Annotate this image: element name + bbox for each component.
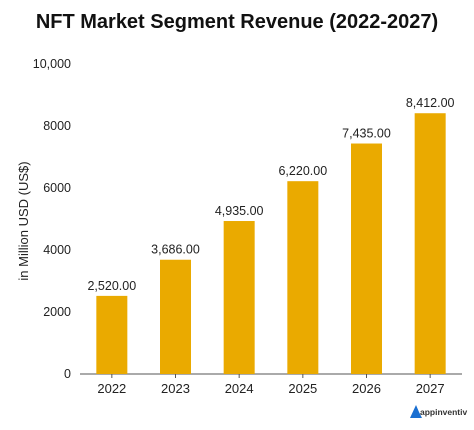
data-labels-group: 2,520.00 3,686.00 4,935.00 6,220.00 7,435.00… [87, 96, 454, 293]
data-label: 7,435.00 [342, 127, 391, 141]
brand-logo-icon [410, 405, 422, 418]
y-tick-label: 2000 [43, 305, 71, 319]
y-tick-label: 10,000 [33, 57, 71, 71]
brand-logo: appinventiv [410, 405, 468, 418]
bar-2022 [96, 295, 128, 374]
y-tick-label: 4000 [43, 243, 71, 257]
y-tick-label: 8000 [43, 119, 71, 133]
x-tick-label: 2025 [288, 381, 317, 396]
data-label: 6,220.00 [278, 164, 327, 178]
y-axis: 0 2000 4000 6000 8000 10,000 [33, 57, 71, 381]
data-label: 3,686.00 [151, 243, 200, 257]
data-label: 8,412.00 [406, 96, 455, 110]
bar-2023 [160, 259, 191, 374]
y-tick-label: 6000 [43, 181, 71, 195]
y-axis-label: in Million USD (US$) [16, 161, 31, 280]
x-tick-label: 2023 [161, 381, 190, 396]
x-tick-label: 2024 [225, 381, 254, 396]
brand-name: appinventiv [420, 407, 468, 417]
bar-2025 [287, 181, 319, 374]
x-axis: 2022 2023 2024 2025 2026 2027 [97, 374, 445, 396]
y-tick-label: 0 [64, 367, 71, 381]
chart-title: NFT Market Segment Revenue (2022-2027) [36, 11, 438, 33]
x-tick-label: 2022 [97, 381, 126, 396]
bar-2026 [351, 143, 382, 374]
data-label: 2,520.00 [87, 279, 136, 293]
x-tick-label: 2027 [416, 381, 445, 396]
bar-2027 [414, 113, 446, 374]
bars-group [96, 113, 446, 374]
bar-2024 [223, 221, 255, 374]
data-label: 4,935.00 [215, 204, 264, 218]
x-tick-label: 2026 [352, 381, 381, 396]
